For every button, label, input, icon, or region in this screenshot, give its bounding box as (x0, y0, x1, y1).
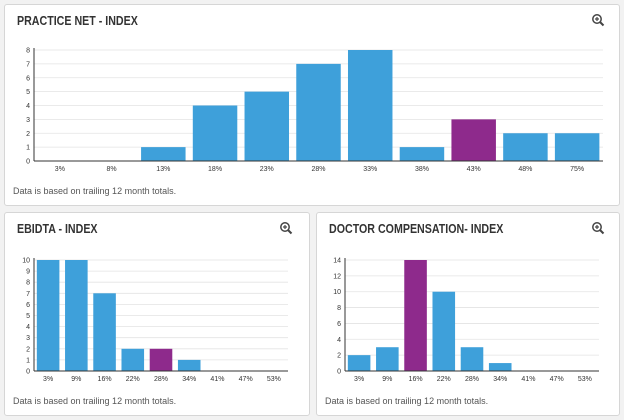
bar (460, 347, 484, 371)
bar (347, 50, 393, 161)
y-tick-label: 4 (337, 337, 341, 344)
x-tick-label: 41% (210, 376, 224, 383)
y-tick-label: 7 (26, 291, 30, 298)
x-tick-label: 9% (71, 376, 81, 383)
data-note: Data is based on trailing 12 month total… (13, 186, 177, 196)
bar (93, 293, 116, 371)
bar (432, 291, 456, 371)
y-tick-label: 0 (26, 159, 30, 166)
x-tick-label: 3% (55, 166, 65, 173)
y-tick-label: 6 (337, 321, 341, 328)
x-tick-label: 47% (550, 376, 564, 383)
bar (121, 348, 145, 371)
y-tick-label: 0 (26, 369, 30, 376)
data-note: Data is based on trailing 12 month total… (13, 396, 177, 406)
chart-title: DOCTOR COMPENSATION- INDEX (329, 221, 504, 236)
y-tick-label: 6 (26, 302, 30, 309)
y-tick-label: 1 (26, 357, 30, 364)
bar (296, 63, 341, 161)
x-tick-label: 38% (415, 166, 429, 173)
y-tick-label: 5 (26, 89, 30, 96)
y-tick-label: 8 (26, 280, 30, 287)
bar (149, 348, 173, 371)
data-note: Data is based on trailing 12 month total… (325, 396, 489, 406)
doctor-compensation-card: DOCTOR COMPENSATION- INDEX 0 2 4 6 8 10 12 14 3%… (316, 212, 620, 416)
x-tick-label: 16% (98, 376, 112, 383)
x-tick-label: 28% (465, 376, 479, 383)
bar (376, 347, 399, 371)
bar (65, 260, 88, 371)
y-tick-label: 2 (26, 346, 30, 353)
chart-title: PRACTICE NET - INDEX (17, 13, 138, 28)
bar (503, 133, 548, 161)
x-tick-label: 23% (260, 166, 274, 173)
y-tick-label: 14 (333, 258, 341, 265)
x-tick-label: 3% (43, 376, 53, 383)
y-tick-label: 10 (22, 258, 30, 265)
bar (488, 363, 512, 371)
x-tick-label: 28% (154, 376, 168, 383)
y-tick-label: 10 (333, 289, 341, 296)
x-tick-label: 28% (311, 166, 325, 173)
x-tick-label: 8% (107, 166, 117, 173)
y-tick-label: 5 (26, 313, 30, 320)
y-tick-label: 0 (337, 369, 341, 376)
x-tick-label: 48% (518, 166, 532, 173)
doctor-compensation-chart: 0 2 4 6 8 10 12 14 3% 9% 16% 22% 28% 34% 41% 47% 53% (333, 258, 599, 383)
y-tick-label: 1 (26, 145, 30, 152)
x-tick-label: 22% (437, 376, 451, 383)
bar (451, 119, 496, 161)
x-tick-label: 53% (578, 376, 592, 383)
bar (192, 105, 238, 161)
x-tick-label: 41% (521, 376, 535, 383)
y-tick-label: 8 (337, 305, 341, 312)
practice-net-chart: 0 1 2 3 4 5 6 7 8 3% 8% 13% 18% 23% 28% 33% 38% 43% 48% 75% (26, 48, 603, 173)
x-tick-label: 33% (363, 166, 377, 173)
zoom-in-icon[interactable] (279, 221, 293, 235)
y-tick-label: 7 (26, 61, 30, 68)
x-tick-label: 43% (467, 166, 481, 173)
bar (404, 260, 427, 371)
chart-title: EBIDTA - INDEX (17, 221, 98, 236)
practice-net-card: PRACTICE NET - INDEX 0 1 2 3 4 5 6 7 8 3% 8% 13% 18%… (4, 4, 620, 206)
x-tick-label: 47% (239, 376, 253, 383)
ebidta-chart: 0 1 2 3 4 5 6 7 8 9 10 3% 9% 16% 22% 28% 34% 41% 47% 53% (22, 258, 288, 383)
x-tick-label: 34% (182, 376, 196, 383)
bar (347, 355, 371, 371)
bar (244, 91, 290, 161)
x-tick-label: 13% (156, 166, 170, 173)
y-tick-label: 2 (337, 353, 341, 360)
bar (177, 359, 201, 371)
y-tick-label: 8 (26, 48, 30, 55)
bar (399, 147, 445, 161)
x-tick-label: 3% (354, 376, 364, 383)
bar (554, 133, 600, 161)
y-tick-label: 4 (26, 103, 30, 110)
y-tick-label: 6 (26, 75, 30, 82)
zoom-in-icon[interactable] (591, 13, 605, 27)
x-tick-label: 22% (126, 376, 140, 383)
bar (141, 147, 186, 161)
x-tick-label: 75% (570, 166, 584, 173)
bar (36, 260, 60, 371)
x-tick-label: 16% (409, 376, 423, 383)
y-tick-label: 3 (26, 335, 30, 342)
y-tick-label: 2 (26, 131, 30, 138)
x-tick-label: 18% (208, 166, 222, 173)
ebidta-card: EBIDTA - INDEX 0 1 2 3 4 5 6 7 8 9 10 3% 9% 16% 22% 28%… (4, 212, 310, 416)
y-tick-label: 9 (26, 269, 30, 276)
zoom-in-icon[interactable] (591, 221, 605, 235)
x-tick-label: 53% (267, 376, 281, 383)
y-tick-label: 12 (333, 273, 341, 280)
x-tick-label: 34% (493, 376, 507, 383)
x-tick-label: 9% (382, 376, 392, 383)
y-tick-label: 4 (26, 324, 30, 331)
y-tick-label: 3 (26, 117, 30, 124)
